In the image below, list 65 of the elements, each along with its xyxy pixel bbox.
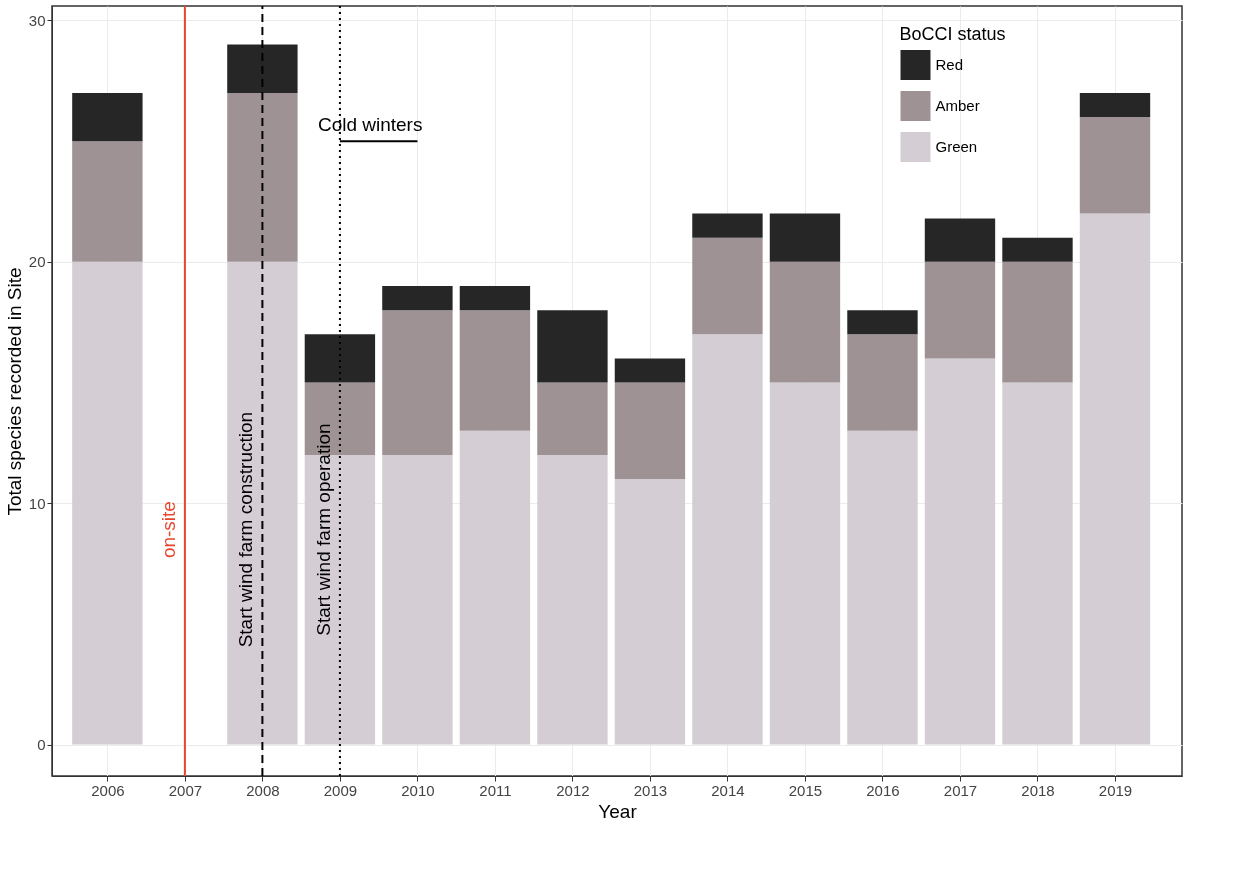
bar: [1079, 213, 1151, 745]
legend-title: BoCCI status: [899, 24, 1006, 44]
x-tick-label: 2014: [711, 781, 745, 799]
bar: [459, 430, 531, 745]
y-tick-label: 30: [28, 11, 46, 29]
bar: [1002, 261, 1073, 383]
bar: [924, 261, 996, 359]
bar: [72, 261, 143, 745]
x-tick-label: 2016: [866, 781, 900, 799]
ref-line-label: Start wind farm construction: [235, 411, 257, 648]
y-axis-title: Total species recorded in Site: [3, 267, 25, 516]
bar: [72, 141, 143, 262]
bar: [227, 92, 298, 262]
x-tick-label: 2011: [479, 781, 512, 799]
bar: [537, 310, 608, 383]
bar: [1079, 92, 1151, 118]
bar: [769, 382, 841, 745]
bar: [614, 358, 686, 383]
bar: [847, 310, 918, 335]
x-tick-label: 2006: [91, 781, 125, 799]
x-tick-label: 2012: [556, 781, 590, 799]
legend-label: Green: [935, 138, 978, 155]
bar: [227, 44, 298, 93]
x-tick-label: 2018: [1021, 781, 1055, 799]
bar: [1002, 237, 1073, 262]
bar: [847, 430, 918, 745]
bar: [227, 261, 298, 745]
x-tick-label: 2010: [401, 781, 435, 799]
bar: [382, 454, 453, 745]
x-tick-label: 2015: [788, 781, 823, 799]
x-tick-label: 2009: [323, 781, 358, 799]
x-tick-label: 2017: [943, 781, 978, 799]
annotation: Cold winters: [317, 114, 423, 136]
bar: [692, 213, 763, 238]
legend-label: Amber: [935, 97, 980, 114]
bar: [537, 454, 608, 745]
x-axis-title: Year: [598, 800, 638, 822]
bar: [847, 334, 918, 431]
bar: [924, 218, 996, 262]
bar: [1079, 117, 1151, 214]
y-tick-label: 20: [28, 253, 46, 271]
bar: [382, 310, 453, 455]
y-tick-label: 0: [37, 736, 46, 754]
legend-label: Red: [935, 56, 964, 73]
bar: [924, 358, 996, 745]
bar: [72, 92, 143, 142]
bar: [692, 334, 763, 745]
ref-line-label: on-site: [157, 501, 179, 559]
bar: [692, 237, 763, 335]
bar: [614, 382, 686, 480]
bar: [459, 310, 531, 431]
bar: [614, 479, 686, 745]
bar: [304, 334, 376, 383]
x-tick-label: 2019: [1098, 781, 1133, 799]
x-tick-label: 2013: [633, 781, 668, 799]
x-tick-label: 2007: [168, 781, 203, 799]
bar: [769, 213, 841, 262]
bar: [1002, 382, 1073, 745]
ref-line-label: Start wind farm operation: [312, 423, 334, 636]
x-tick-label: 2008: [246, 781, 280, 799]
bar: [382, 286, 453, 311]
bar: [769, 261, 841, 383]
bar: [537, 382, 608, 455]
bar: [459, 286, 531, 311]
y-tick-label: 10: [28, 494, 46, 512]
